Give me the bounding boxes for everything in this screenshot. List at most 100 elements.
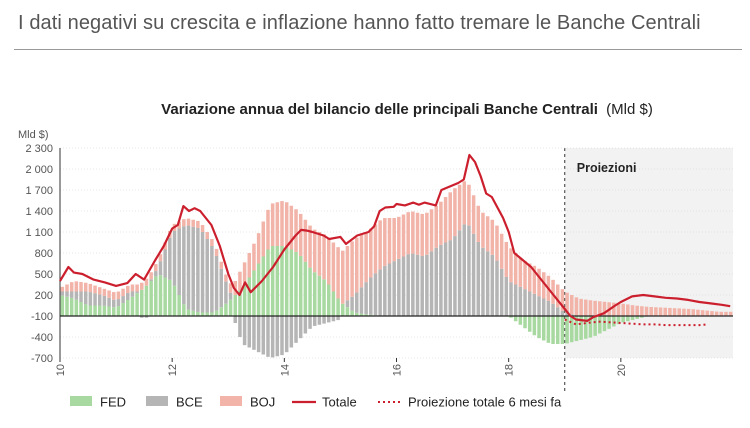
bar-fed — [270, 246, 275, 316]
bar-fed — [191, 310, 195, 316]
bar-bce — [172, 230, 177, 286]
bar-bce — [406, 254, 410, 316]
bar-fed — [121, 303, 125, 316]
bar-bce — [140, 316, 144, 318]
bar-boj — [154, 264, 158, 272]
bar-bce — [102, 295, 107, 306]
bar-fed — [565, 316, 569, 344]
bar-boj — [93, 285, 97, 294]
bar-boj — [467, 184, 471, 226]
bar-boj — [298, 213, 303, 256]
bar-fed — [523, 316, 527, 329]
bar-bce — [60, 291, 65, 296]
bar-boj — [322, 234, 326, 280]
bar-fed — [111, 307, 116, 316]
bar-bce — [336, 316, 340, 321]
bar-bce — [233, 316, 238, 323]
bar-fed — [584, 316, 588, 339]
bar-boj — [719, 311, 724, 316]
bar-fed — [513, 316, 518, 322]
bar-fed — [144, 285, 149, 316]
bar-bce — [326, 316, 331, 323]
bar-boj — [415, 212, 420, 255]
bar-bce — [541, 298, 546, 316]
bar-bce — [205, 239, 209, 313]
bar-bce — [196, 227, 200, 312]
bar-fed — [224, 303, 228, 316]
bar-boj — [303, 219, 308, 262]
bar-boj — [317, 232, 322, 276]
x-tick-label: 10 — [55, 364, 67, 376]
bar-bce — [448, 240, 452, 316]
bar-boj — [434, 205, 438, 248]
bar-bce — [560, 310, 565, 316]
bar-bce — [200, 232, 205, 313]
bar-boj — [121, 288, 125, 297]
bar-fed — [60, 295, 65, 316]
legend-label-total: Totale — [322, 395, 357, 410]
bar-boj — [588, 300, 593, 316]
bar-boj — [401, 214, 406, 257]
bar-boj — [663, 307, 667, 316]
bar-boj — [79, 282, 83, 292]
bar-boj — [537, 268, 541, 297]
bar-bce — [97, 294, 102, 306]
bar-bce — [252, 316, 256, 350]
bar-fed — [598, 316, 602, 334]
bar-bce — [284, 316, 289, 353]
bar-boj — [177, 221, 181, 229]
bar-fed — [593, 316, 597, 336]
bar-boj — [210, 239, 214, 246]
total-line — [59, 153, 731, 322]
bar-bce — [355, 292, 359, 313]
bar-boj — [453, 188, 457, 237]
bar-boj — [111, 292, 116, 300]
bar-fed — [126, 300, 130, 316]
bar-boj — [69, 282, 74, 292]
x-tick-label: 20 — [616, 364, 628, 376]
bar-fed — [196, 311, 200, 316]
bar-fed — [326, 284, 331, 316]
bar-bce — [266, 316, 270, 357]
bar-bce — [289, 316, 294, 348]
bar-bce — [364, 282, 368, 315]
bar-bce — [411, 253, 415, 316]
bar-boj — [724, 311, 728, 316]
bar-fed — [303, 261, 308, 316]
bar-boj — [509, 248, 513, 283]
bar-boj — [378, 220, 382, 270]
bar-fed — [336, 298, 340, 316]
bar-boj — [598, 301, 602, 316]
bar-fed — [640, 316, 644, 318]
bar-boj — [186, 218, 191, 226]
series-lines — [59, 153, 731, 327]
bar-boj — [163, 242, 167, 250]
y-tick-label: 500 — [35, 269, 53, 281]
bar-bce — [490, 254, 495, 316]
y-tick-label: 1 700 — [25, 185, 53, 197]
bar-boj — [336, 247, 340, 299]
bar-boj — [312, 229, 317, 273]
bar-boj — [616, 303, 621, 316]
bar-boj — [728, 311, 733, 316]
bar-bce — [401, 256, 406, 316]
bar-fed — [574, 316, 579, 342]
bar-boj — [373, 224, 378, 274]
bar-fed — [233, 295, 238, 316]
bar-fed — [551, 316, 555, 344]
bar-boj — [364, 232, 368, 283]
bar-fed — [588, 316, 593, 338]
bar-boj — [691, 309, 696, 316]
bar-boj — [331, 242, 336, 292]
y-tick-label: 2 300 — [25, 143, 53, 155]
bar-bce — [415, 254, 420, 316]
bar-fed — [350, 310, 354, 316]
bar-bce — [565, 313, 569, 316]
bar-boj — [182, 219, 186, 227]
bar-bce — [210, 246, 214, 313]
bar-bce — [270, 316, 275, 358]
legend-label-bce: BCE — [176, 395, 203, 410]
bar-bce — [369, 277, 373, 315]
bar-boj — [700, 310, 705, 316]
bar-bce — [130, 291, 135, 297]
